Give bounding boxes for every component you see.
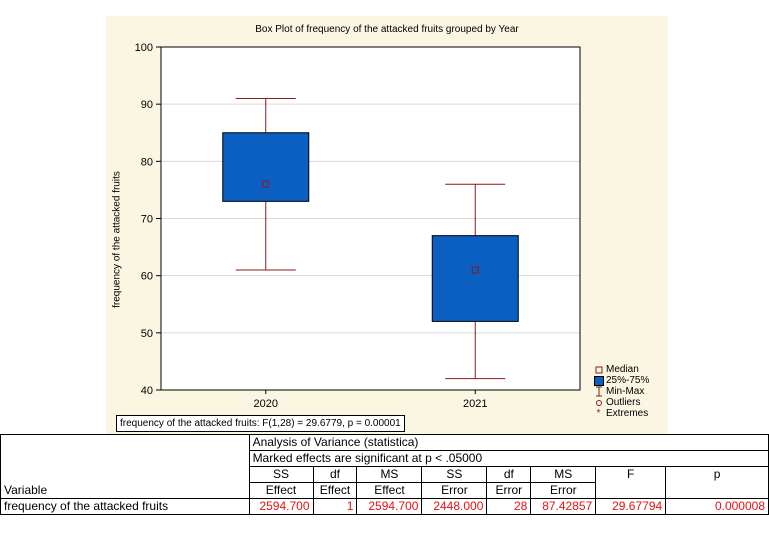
variable-header-cell: Variable (0, 434, 250, 499)
x-tick-label: 2020 (254, 398, 278, 410)
chart-title: Box Plot of frequency of the attacked fr… (255, 24, 519, 35)
legend-label: 25%-75% (606, 375, 650, 386)
y-tick-label: 40 (141, 385, 153, 397)
cell-p: 0.000008 (665, 498, 769, 515)
y-tick-label: 60 (141, 271, 153, 283)
legend-item-outliers: Outliers (593, 397, 649, 408)
chart-figure: Box Plot of frequency of the attacked fr… (106, 16, 668, 434)
legend-label: Median (606, 364, 639, 375)
legend-item-minmax: Min-Max (593, 386, 649, 397)
y-tick-label: 80 (141, 156, 153, 168)
legend-item-box: 25%-75% (593, 375, 649, 386)
cell-ss-error: 2448.000 (421, 498, 488, 515)
box-swatch-icon (593, 375, 604, 386)
column-subheader: Error (486, 482, 532, 499)
anova-title: Analysis of Variance (statistica) (248, 434, 769, 451)
legend-item-median: Median (593, 364, 649, 375)
column-header: p (665, 466, 769, 499)
legend-label: Outliers (606, 397, 641, 408)
cell-ms-error: 87.42857 (530, 498, 597, 515)
variable-header: Variable (4, 483, 48, 497)
column-subheader: Effect (312, 482, 358, 499)
plot-area: 40 50 60 70 80 90 100 2020 2021 (135, 42, 581, 410)
column-header: df (486, 466, 532, 483)
y-tick-label: 50 (141, 328, 153, 340)
cell-df-effect: 1 (312, 498, 358, 515)
circle-icon (593, 397, 604, 408)
legend-label: Extremes (606, 408, 649, 419)
anova-table: Variable Analysis of Variance (statistic… (0, 434, 769, 515)
column-subheader: Error (530, 482, 597, 499)
cell-f: 29.67794 (595, 498, 667, 515)
column-header: MS (356, 466, 423, 483)
table-row: frequency of the attacked fruits 2594.70… (0, 498, 769, 515)
y-tick-label: 100 (135, 42, 153, 54)
cell-df-error: 28 (486, 498, 532, 515)
y-tick-label: 90 (141, 99, 153, 111)
box-iqr (222, 132, 310, 202)
column-header: df (312, 466, 358, 483)
column-subheader: Effect (248, 482, 314, 499)
whisker-icon (593, 386, 604, 397)
column-header: MS (530, 466, 597, 483)
column-header: SS (421, 466, 488, 483)
anova-table-panel: Variable Analysis of Variance (statistic… (0, 434, 769, 538)
legend-label: Min-Max (606, 386, 645, 397)
axes-frame (160, 46, 581, 391)
x-tick-label: 2021 (463, 398, 487, 410)
legend: Median 25%-75% Min-Max Outliers * Extrem… (593, 364, 649, 419)
row-variable: frequency of the attacked fruits (0, 498, 250, 515)
y-axis-label: frequency of the attacked fruits (111, 171, 123, 308)
median-marker (471, 266, 479, 274)
column-subheader: Error (421, 482, 488, 499)
chart-annotation: frequency of the attacked fruits: F(1,28… (116, 415, 405, 432)
median-marker-icon (593, 364, 604, 375)
median-marker (262, 180, 270, 188)
cell-ms-effect: 2594.700 (356, 498, 423, 515)
asterisk-icon: * (596, 408, 601, 419)
column-subheader: Effect (356, 482, 423, 499)
box-iqr (431, 235, 519, 322)
column-header: F (595, 466, 667, 499)
y-tick-label: 70 (141, 214, 153, 226)
cell-ss-effect: 2594.700 (248, 498, 314, 515)
anova-subtitle: Marked effects are significant at p < .0… (248, 450, 769, 467)
legend-item-extremes: * Extremes (593, 408, 649, 419)
column-header: SS (248, 466, 314, 483)
